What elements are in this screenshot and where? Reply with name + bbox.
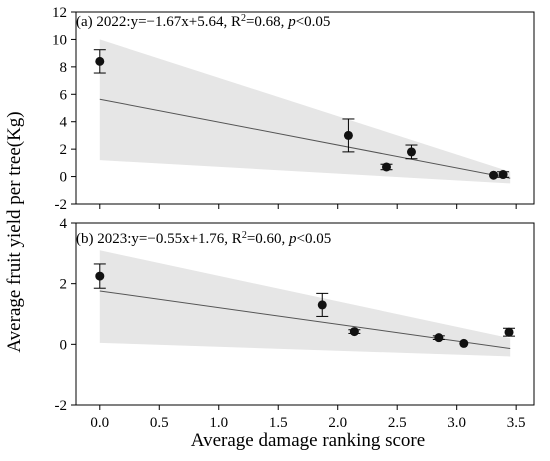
point-marker <box>504 327 514 337</box>
x-tick-label: 3.5 <box>507 415 526 431</box>
panel-a: -2 0 2 4 6 8 10 12 (a) 2022:y=−1.67x+5.64, R2=0… <box>52 5 535 213</box>
data-point <box>342 118 355 153</box>
y-tick-label: 6 <box>60 87 68 103</box>
data-point <box>405 144 418 160</box>
point-marker <box>349 327 359 337</box>
point-marker <box>406 147 416 157</box>
point-marker <box>95 56 105 66</box>
data-point <box>93 49 106 74</box>
y-tick-label: -2 <box>55 197 68 213</box>
y-tick-label: 4 <box>60 115 68 131</box>
points-b <box>93 263 516 348</box>
data-point <box>348 327 361 337</box>
x-tick-label: 0.0 <box>90 415 109 431</box>
data-point <box>432 333 445 343</box>
y-axis-label: Average fruit yield per tree(Kg) <box>4 111 25 352</box>
y-tick-label: -2 <box>55 398 68 414</box>
panel-label-b: (b) 2023:y=−0.55x+1.76, R2=0.60, p<0.05 <box>76 230 331 248</box>
x-tick-label: 2.0 <box>328 415 347 431</box>
y-ticks-b: -2 0 2 4 <box>55 216 76 414</box>
x-tick-label: 1.0 <box>209 415 228 431</box>
point-marker <box>343 130 353 140</box>
panel-b: -2 0 2 4 (b) 2023:y=−0.55x+1.76, R2=0.60, p… <box>55 216 535 414</box>
x-tick-label: 0.5 <box>150 415 169 431</box>
y-tick-label: 4 <box>60 216 68 232</box>
data-point <box>316 292 329 317</box>
x-tick-label: 3.0 <box>447 415 466 431</box>
plot-frame-b <box>75 222 535 406</box>
y-tick-label: 0 <box>60 170 68 186</box>
point-marker <box>317 300 327 310</box>
data-point <box>93 263 106 289</box>
x-tick-label: 1.5 <box>269 415 288 431</box>
points-a <box>93 49 510 180</box>
y-tick-label: 12 <box>52 5 67 21</box>
data-point <box>489 170 499 180</box>
panel-label-a: (a) 2022:y=−1.67x+5.64, R2=0.68, p<0.05 <box>76 13 330 31</box>
y-tick-label: 2 <box>60 142 68 158</box>
confidence-band-a <box>99 39 511 184</box>
fit-line-a <box>99 98 511 179</box>
point-marker <box>489 170 499 180</box>
y-tick-label: 10 <box>52 32 67 48</box>
x-ticks: 0.0 0.5 1.0 1.5 2.0 2.5 3.0 3.5 <box>90 204 526 431</box>
data-point <box>459 338 469 348</box>
confidence-band-b <box>99 250 511 357</box>
data-point <box>497 170 510 180</box>
data-point <box>380 162 393 172</box>
y-tick-label: 0 <box>60 337 68 353</box>
x-axis-label: Average damage ranking score <box>191 430 425 451</box>
point-marker <box>381 162 391 172</box>
y-tick-label: 2 <box>60 277 68 293</box>
point-marker <box>434 333 444 343</box>
y-tick-label: 8 <box>60 60 68 76</box>
plot-frame-a <box>75 11 535 205</box>
point-marker <box>95 271 105 281</box>
x-tick-label: 2.5 <box>388 415 407 431</box>
point-marker <box>459 338 469 348</box>
y-ticks-a: -2 0 2 4 6 8 10 12 <box>52 5 76 213</box>
point-marker <box>498 170 508 180</box>
data-point <box>503 327 516 337</box>
